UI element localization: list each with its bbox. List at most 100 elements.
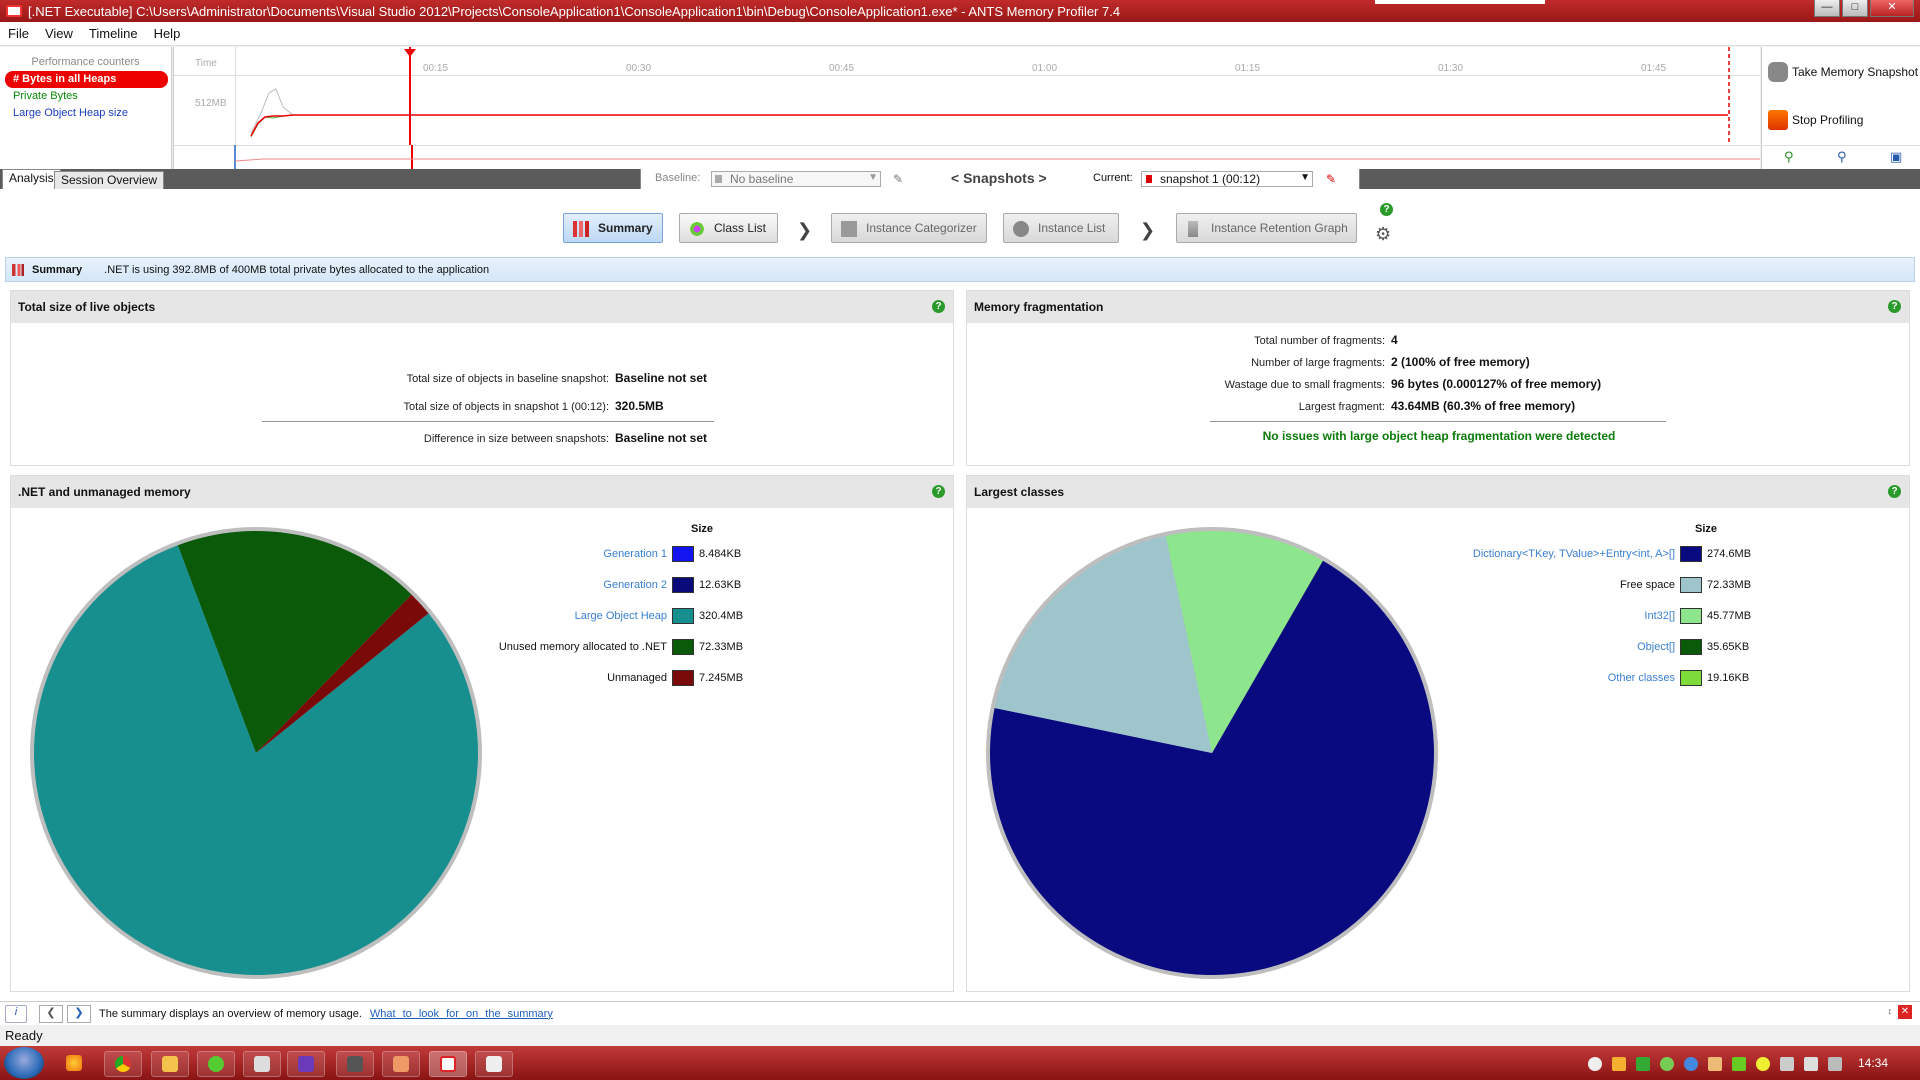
baseline-dropdown[interactable]: No baseline ▼ (711, 171, 881, 187)
menu-view[interactable]: View (44, 26, 73, 41)
tray-icon[interactable] (1612, 1057, 1626, 1071)
help-icon[interactable]: ? (932, 300, 945, 313)
minimize-button[interactable]: — (1814, 0, 1840, 17)
pie-slice-other-classes[interactable] (1212, 560, 1323, 753)
help-icon[interactable]: ? (1888, 485, 1901, 498)
counter-large-object-heap[interactable]: Large Object Heap size (13, 107, 128, 119)
counter-private-bytes[interactable]: Private Bytes (13, 90, 78, 102)
pie-slice-int32[interactable] (1165, 531, 1323, 753)
close-button[interactable]: ✕ (1870, 0, 1914, 17)
maximize-button[interactable]: □ (1842, 0, 1868, 17)
tab-session-overview[interactable]: Session Overview (54, 171, 165, 189)
status-bar: Ready (0, 1026, 1920, 1046)
wastage-row: Wastage due to small fragments: 96 bytes … (1097, 377, 1602, 391)
tray-icon[interactable] (1636, 1057, 1650, 1071)
instance-list-button[interactable]: Instance List (1003, 213, 1119, 243)
y-axis-label: 512MB (195, 98, 227, 109)
tray-icon[interactable] (1828, 1057, 1842, 1071)
largest-fragment-row: Largest fragment: 43.64MB (60.3% of free … (1097, 399, 1575, 413)
back-icon[interactable]: ❮ (39, 1004, 63, 1023)
app-logo-icon[interactable] (56, 1051, 94, 1077)
legend-item: Unmanaged 7.245MB (391, 669, 743, 687)
legend-item: Generation 1 8.484KB (391, 545, 741, 563)
pie-slice-large-object-heap[interactable] (33, 545, 478, 975)
largest-classes-pie-chart[interactable] (982, 523, 1442, 983)
tray-icon[interactable] (1660, 1057, 1674, 1071)
legend-label[interactable]: Generation 1 (603, 548, 667, 560)
info-icon[interactable]: i (5, 1004, 27, 1023)
window-icon[interactable] (475, 1051, 513, 1077)
help-link[interactable]: What to look for on the summary (369, 1007, 553, 1020)
timeline-plot (234, 47, 1760, 169)
legend-label[interactable]: Object[] (1637, 641, 1675, 653)
pie-slice-object[interactable] (1212, 560, 1323, 753)
edit-snapshot-icon[interactable]: ✎ (1326, 172, 1337, 186)
network-icon[interactable] (1804, 1057, 1818, 1071)
title-bar: [.NET Executable] C:\Users\Administrator… (0, 0, 1920, 22)
legend-label[interactable]: Other classes (1607, 672, 1675, 684)
help-icon[interactable]: ? (1380, 203, 1393, 216)
volume-icon[interactable] (1780, 1057, 1794, 1071)
chrome-icon[interactable] (104, 1051, 142, 1077)
tab-analysis[interactable]: Analysis (2, 169, 61, 189)
users-icon[interactable] (382, 1051, 420, 1077)
zoom-in-icon[interactable]: ⚲ (1784, 149, 1794, 164)
media-icon[interactable] (336, 1051, 374, 1077)
performance-counters-panel: Performance counters # Bytes in all Heap… (0, 47, 172, 169)
legend-label[interactable]: Generation 2 (603, 579, 667, 591)
tray-icon[interactable] (1684, 1057, 1698, 1071)
pie-slice-generation-1[interactable] (256, 613, 429, 753)
legend-item: Unused memory allocated to .NET 72.33MB (391, 638, 743, 656)
legend-label[interactable]: Int32[] (1644, 610, 1675, 622)
start-button[interactable] (4, 1047, 44, 1079)
legend-label[interactable]: Large Object Heap (574, 610, 667, 622)
pie-slice-unmanaged[interactable] (256, 594, 429, 753)
stop-profiling-label: Stop Profiling (1792, 113, 1864, 127)
tray-icon[interactable] (1756, 1057, 1770, 1071)
instance-categorizer-button[interactable]: Instance Categorizer (831, 213, 987, 243)
counter-bytes-all-heaps[interactable]: # Bytes in all Heaps (5, 71, 168, 88)
clover-icon[interactable] (197, 1051, 235, 1077)
folder-icon[interactable] (151, 1051, 189, 1077)
ants-profiler-icon[interactable] (429, 1051, 467, 1077)
instance-list-label: Instance List (1038, 221, 1106, 235)
tray-icon[interactable] (1588, 1057, 1602, 1071)
pie-slice-dictionary-tkey-tvalue-entry-int-a[interactable] (990, 560, 1434, 975)
help-icon[interactable]: ? (1888, 300, 1901, 313)
menu-file[interactable]: File (8, 26, 29, 41)
snapshots-nav[interactable]: < Snapshots > (951, 170, 1047, 186)
current-snapshot-dropdown[interactable]: snapshot 1 (00:12) ▼ (1141, 171, 1313, 187)
menu-timeline[interactable]: Timeline (88, 26, 138, 41)
instance-retention-graph-button[interactable]: Instance Retention Graph (1176, 213, 1357, 243)
menu-bar: File View Timeline Help (0, 22, 1920, 46)
pie-slice-free-space[interactable] (994, 535, 1212, 753)
pie-slice-unused-memory-allocated-to-net[interactable] (177, 531, 412, 753)
summary-button[interactable]: Summary (563, 213, 663, 243)
legend-value: 7.245MB (699, 672, 744, 684)
collapse-icon[interactable]: ↕ (1887, 1006, 1893, 1016)
forward-icon[interactable]: ❯ (67, 1004, 91, 1023)
timeline-graph[interactable]: Time 512MB 00:15 00:30 00:45 01:00 01:15… (173, 47, 1760, 169)
chevron-right-icon: ❯ (1140, 220, 1156, 240)
pie-slice-generation-2[interactable] (256, 613, 429, 753)
tray-icon[interactable] (1708, 1057, 1722, 1071)
legend-label[interactable]: Dictionary<TKey, TValue>+Entry<int, A>[] (1472, 548, 1675, 560)
menu-help[interactable]: Help (153, 26, 181, 41)
zoom-fit-icon[interactable]: ▣ (1890, 149, 1903, 164)
help-icon[interactable]: ? (932, 485, 945, 498)
take-memory-snapshot-button[interactable]: Take Memory Snapshot (1762, 60, 1920, 84)
stop-profiling-button[interactable]: Stop Profiling (1762, 108, 1920, 132)
zoom-out-icon[interactable]: ⚲ (1837, 149, 1847, 164)
close-info-icon[interactable]: ✕ (1898, 1005, 1912, 1019)
legend-header: Size (691, 523, 714, 535)
class-list-button[interactable]: Class List (679, 213, 778, 243)
divider (262, 421, 714, 422)
timeline-tick: 01:15 (1235, 63, 1261, 74)
visual-studio-icon[interactable] (287, 1051, 325, 1077)
terminal-icon[interactable] (243, 1051, 281, 1077)
robot-icon[interactable]: ⚙ (1375, 224, 1392, 244)
row-key: Number of large fragments: (1251, 357, 1385, 369)
pencil-icon[interactable]: ✎ (893, 172, 904, 186)
tray-icon[interactable] (1732, 1057, 1746, 1071)
dotnet-memory-pie-chart[interactable] (26, 523, 486, 983)
